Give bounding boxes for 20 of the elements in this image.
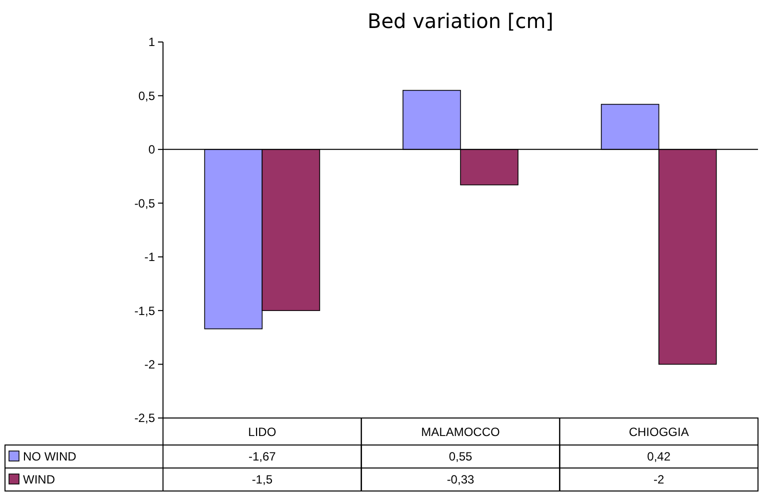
y-tick-label: -2: [144, 357, 156, 372]
legend-label: WIND: [23, 472, 56, 487]
data-label: -0,33: [446, 472, 474, 487]
data-label: -1,5: [252, 472, 273, 487]
y-tick-label: -2,5: [134, 411, 156, 426]
chart-title: Bed variation [cm]: [368, 9, 554, 33]
x-tick-label: LIDO: [248, 425, 276, 440]
y-tick-label: 1: [148, 35, 156, 50]
y-tick-label: -0,5: [134, 196, 156, 210]
legend-label: NO WIND: [23, 450, 77, 464]
data-label: 0,55: [448, 450, 472, 464]
y-tick-label: -1: [144, 250, 156, 264]
x-tick-label: CHIOGGIA: [628, 425, 689, 440]
y-tick-label: -1,5: [134, 304, 156, 318]
x-tick-label: MALAMOCCO: [421, 425, 500, 440]
y-tick-label: 0,5: [138, 88, 156, 103]
data-label: -1,67: [248, 450, 276, 464]
data-label: 0,42: [647, 450, 671, 464]
y-tick-label: 0: [148, 142, 156, 157]
data-label: -2: [653, 472, 664, 487]
